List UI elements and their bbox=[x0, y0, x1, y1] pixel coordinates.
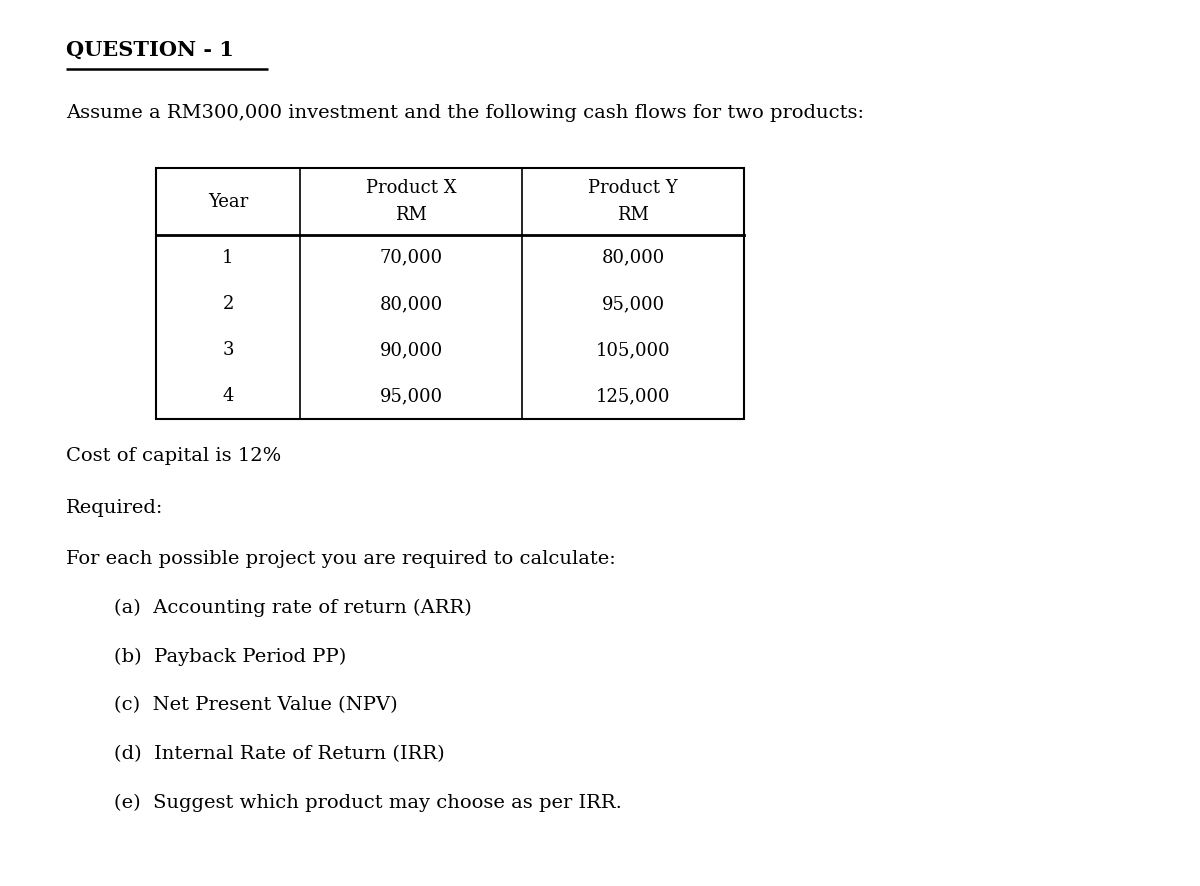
Text: (e)  Suggest which product may choose as per IRR.: (e) Suggest which product may choose as … bbox=[114, 794, 622, 812]
Text: (a)  Accounting rate of return (ARR): (a) Accounting rate of return (ARR) bbox=[114, 599, 472, 618]
Text: QUESTION - 1: QUESTION - 1 bbox=[66, 40, 234, 60]
Text: (c)  Net Present Value (NPV): (c) Net Present Value (NPV) bbox=[114, 696, 397, 714]
Text: Product Y: Product Y bbox=[588, 179, 678, 198]
Text: 4: 4 bbox=[222, 387, 234, 405]
Text: RM: RM bbox=[395, 206, 427, 224]
Text: 105,000: 105,000 bbox=[595, 341, 671, 359]
Text: 95,000: 95,000 bbox=[379, 387, 443, 405]
Text: 1: 1 bbox=[222, 249, 234, 267]
Text: 125,000: 125,000 bbox=[595, 387, 671, 405]
Text: 90,000: 90,000 bbox=[379, 341, 443, 359]
Text: 2: 2 bbox=[222, 295, 234, 313]
Text: 80,000: 80,000 bbox=[379, 295, 443, 313]
Text: Cost of capital is 12%: Cost of capital is 12% bbox=[66, 447, 281, 465]
Text: 95,000: 95,000 bbox=[601, 295, 665, 313]
Text: 3: 3 bbox=[222, 341, 234, 359]
Text: (d)  Internal Rate of Return (IRR): (d) Internal Rate of Return (IRR) bbox=[114, 745, 445, 763]
Text: 70,000: 70,000 bbox=[379, 249, 443, 267]
Text: Year: Year bbox=[208, 192, 248, 211]
Text: Product X: Product X bbox=[366, 179, 456, 198]
Text: 80,000: 80,000 bbox=[601, 249, 665, 267]
Text: For each possible project you are required to calculate:: For each possible project you are requir… bbox=[66, 550, 616, 568]
Text: RM: RM bbox=[617, 206, 649, 224]
Text: Assume a RM300,000 investment and the following cash flows for two products:: Assume a RM300,000 investment and the fo… bbox=[66, 104, 864, 121]
Text: Required:: Required: bbox=[66, 499, 163, 517]
Bar bbox=[156, 168, 744, 419]
Text: (b)  Payback Period PP): (b) Payback Period PP) bbox=[114, 648, 347, 666]
